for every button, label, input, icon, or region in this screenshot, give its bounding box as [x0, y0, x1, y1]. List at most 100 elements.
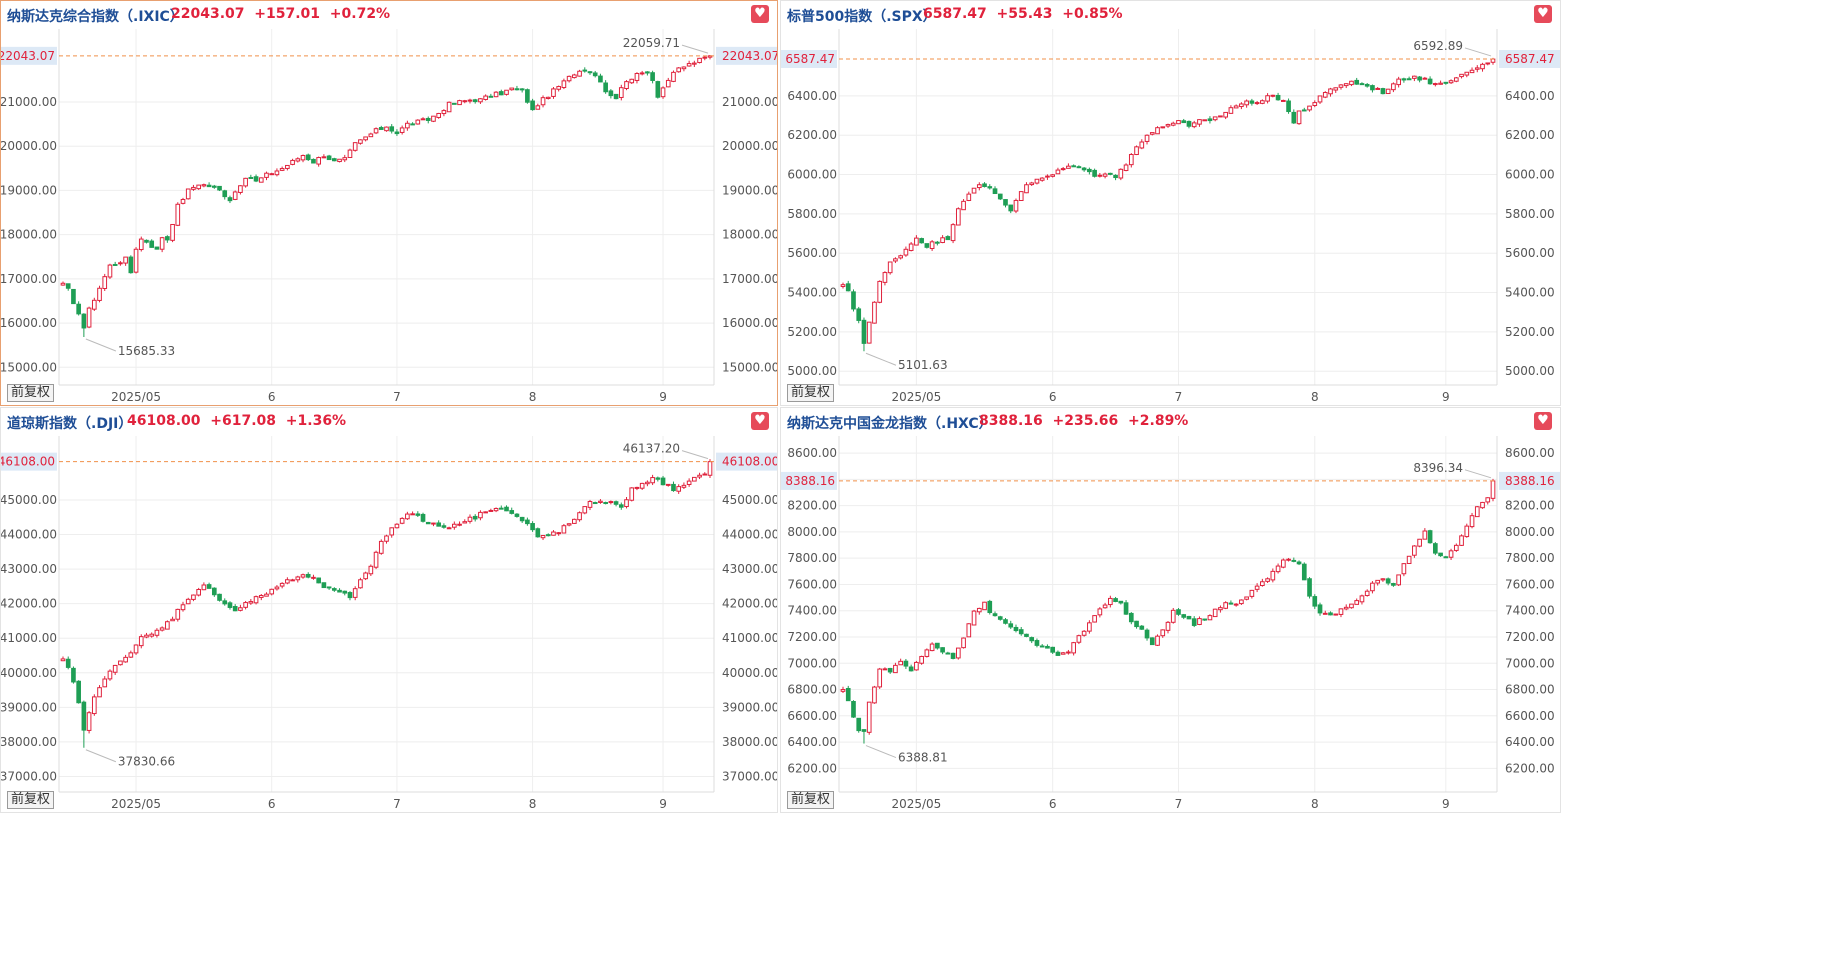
candle-up: [1459, 73, 1464, 79]
candle-body: [201, 184, 207, 187]
candle-down: [887, 667, 893, 674]
candle-body: [363, 572, 368, 580]
candle-down: [1118, 600, 1124, 605]
candle-up: [352, 586, 358, 601]
candle-body: [425, 521, 431, 525]
y-tick-label-right: 15000.00: [722, 360, 778, 374]
candle-up: [138, 236, 144, 252]
favorite-heart-icon[interactable]: ♥: [1534, 5, 1552, 23]
candle-body: [1207, 118, 1213, 122]
chart-panel-spx[interactable]: 标普500指数（.SPX） 6587.47 +55.43 +0.85% ♥ 50…: [780, 0, 1561, 406]
index-title[interactable]: 标普500指数（.SPX）: [787, 9, 937, 25]
candle-down: [982, 182, 987, 188]
candle-down: [1401, 77, 1407, 83]
candle-body: [1228, 602, 1234, 605]
candle-body: [702, 56, 708, 59]
y-tick-label-left: 7800.00: [787, 551, 837, 565]
candle-body: [598, 500, 603, 503]
candle-down: [903, 658, 909, 669]
candle-down: [128, 255, 134, 274]
candlestick-chart[interactable]: 37000.00 37000.00 38000.00 38000.00 39000.00…: [1, 408, 778, 813]
high-marker-leader: [1464, 469, 1492, 479]
candle-body: [577, 512, 582, 521]
candle-body: [935, 241, 940, 244]
candle-body: [504, 89, 509, 95]
candle-body: [1317, 95, 1323, 103]
candle-up: [1412, 75, 1417, 82]
price-adjust-toggle[interactable]: 前复权: [7, 384, 55, 402]
candle-up: [238, 604, 243, 612]
candle-up: [551, 86, 556, 99]
candle-down: [1134, 620, 1139, 629]
candle-body: [935, 642, 940, 649]
candle-body: [452, 523, 457, 528]
favorite-heart-icon[interactable]: ♥: [751, 5, 769, 23]
candlestick-chart[interactable]: 15000.00 15000.00 16000.00 16000.00 17000.00…: [1, 1, 778, 406]
candle-up: [384, 126, 389, 132]
candle-body: [1223, 602, 1228, 609]
candle-up: [686, 60, 692, 67]
y-tick-label-left: 7400.00: [787, 604, 837, 618]
candle-up: [243, 600, 248, 610]
candle-body: [1092, 169, 1097, 177]
candle-up: [577, 69, 582, 77]
candlestick-chart[interactable]: 6200.00 6200.00 6400.00 6400.00 6600.00 6600.…: [781, 408, 1561, 813]
candle-down: [1364, 82, 1370, 88]
candle-body: [452, 102, 457, 105]
index-title[interactable]: 纳斯达克综合指数（.IXIC）: [7, 9, 184, 25]
candle-body: [399, 517, 405, 524]
candle-up: [1422, 76, 1428, 80]
panel-header: 纳斯达克综合指数（.IXIC） 22043.07 +157.01 +0.72% …: [1, 1, 777, 27]
candle-body: [258, 177, 264, 183]
candle-up: [1029, 181, 1035, 186]
candle-body: [1391, 83, 1396, 91]
candle-up: [608, 500, 614, 505]
candle-body: [1469, 515, 1475, 528]
index-title[interactable]: 纳斯达克中国金龙指数（.HXC）: [787, 416, 993, 432]
candle-up: [107, 263, 113, 279]
chart-panel-dji[interactable]: 道琼斯指数（.DJI） 46108.00 +617.08 +1.36% ♥ 37…: [0, 407, 778, 813]
favorite-heart-icon[interactable]: ♥: [751, 412, 769, 430]
candle-up: [887, 261, 893, 275]
candle-body: [363, 136, 368, 141]
candle-up: [1024, 182, 1029, 194]
candle-body: [232, 606, 238, 612]
candle-down: [415, 511, 421, 518]
candlestick-chart[interactable]: 5000.00 5000.00 5200.00 5200.00 5400.00 5400.…: [781, 1, 1561, 406]
candle-up: [1480, 62, 1485, 72]
candle-body: [347, 592, 353, 599]
candle-body: [144, 239, 149, 243]
price-adjust-toggle[interactable]: 前复权: [787, 384, 835, 402]
candle-body: [128, 256, 134, 274]
candle-body: [217, 593, 222, 601]
candle-down: [305, 153, 311, 162]
candle-up: [431, 115, 436, 123]
candle-body: [81, 313, 87, 329]
candle-body: [660, 477, 666, 486]
chart-panel-ixic[interactable]: 纳斯达克综合指数（.IXIC） 22043.07 +157.01 +0.72% …: [0, 0, 778, 406]
y-tick-label-left: 7000.00: [787, 656, 837, 670]
favorite-heart-icon[interactable]: ♥: [1534, 412, 1552, 430]
candle-body: [1328, 612, 1333, 616]
candle-up: [462, 519, 468, 524]
candle-body: [472, 99, 478, 103]
candle-body: [1087, 168, 1092, 173]
candle-body: [170, 223, 175, 241]
index-title[interactable]: 道琼斯指数（.DJI）: [7, 416, 133, 432]
candle-up: [624, 80, 629, 91]
candle-body: [618, 87, 624, 98]
candle-up: [1233, 104, 1239, 109]
candle-up: [1406, 555, 1412, 564]
candle-body: [1443, 81, 1449, 84]
candle-body: [232, 191, 238, 200]
chart-panel-hxc[interactable]: 纳斯达克中国金龙指数（.HXC） 8388.16 +235.66 +2.89% …: [780, 407, 1561, 813]
price-adjust-toggle[interactable]: 前复权: [787, 791, 835, 809]
candle-up: [436, 112, 442, 119]
candle-body: [457, 523, 462, 526]
y-tick-label-right: 19000.00: [722, 183, 778, 197]
candle-up: [1307, 105, 1312, 112]
candle-body: [1071, 165, 1076, 168]
last-price-tag-right-bg: [716, 46, 777, 65]
y-tick-label-right: 8200.00: [1505, 499, 1555, 513]
price-adjust-toggle[interactable]: 前复权: [7, 791, 55, 809]
